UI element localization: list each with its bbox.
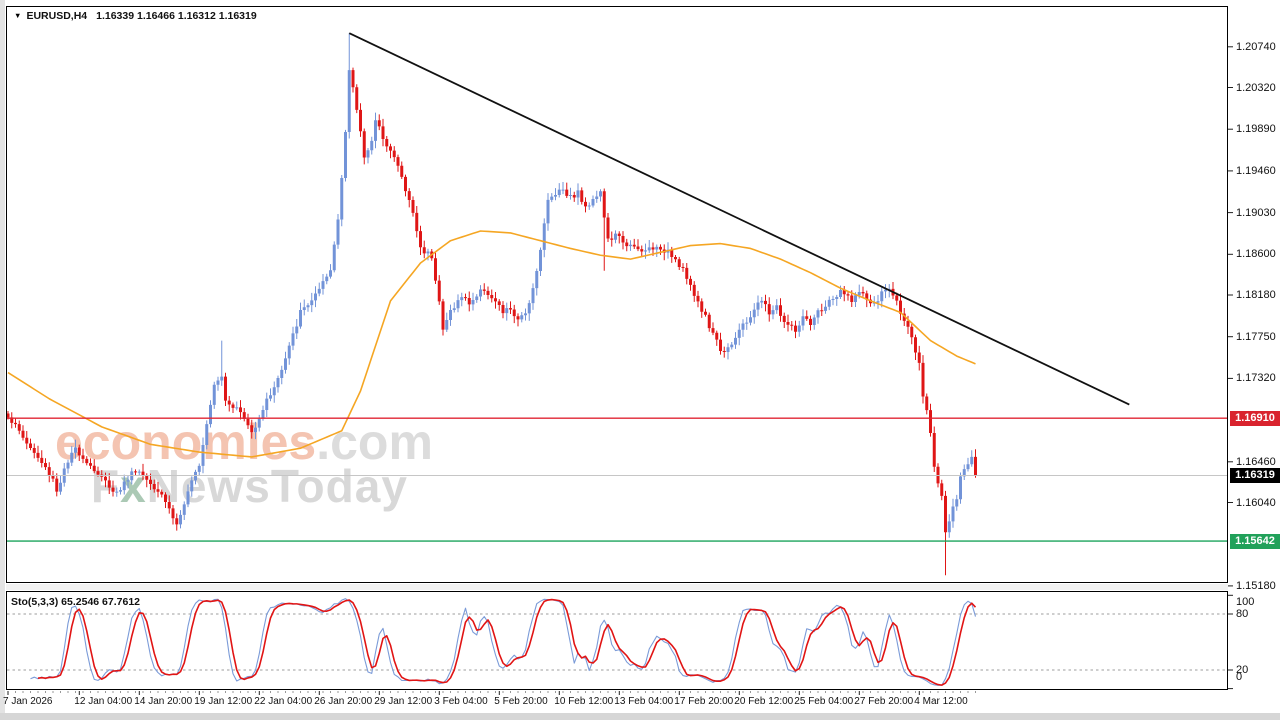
chart-symbol-timeframe: EURUSD,H4 <box>26 10 88 22</box>
time-axis-label: 27 Feb 20:00 <box>854 696 914 707</box>
price-axis-label: 1.19890 <box>1236 123 1276 136</box>
symbol-collapse-icon[interactable]: ▼ <box>14 11 22 20</box>
time-axis-label: 26 Jan 20:00 <box>314 696 373 707</box>
price-axis-label: 1.18180 <box>1236 289 1276 301</box>
time-axis-label: 13 Feb 04:00 <box>614 696 674 707</box>
current-bid-line-badge: 1.16319 <box>1230 468 1280 483</box>
price-axis-label: 1.16460 <box>1236 455 1276 468</box>
time-axis-label: 22 Jan 04:00 <box>254 696 313 707</box>
price-axis-label: 1.20740 <box>1236 40 1276 53</box>
indicator-panel[interactable]: Sto(5,3,3) 65.2546 67.7612 <box>6 591 1228 690</box>
price-axis-label: 1.17750 <box>1236 330 1276 343</box>
price-axis-label: 1.19030 <box>1236 206 1276 219</box>
price-axis-label: 1.15180 <box>1236 579 1276 592</box>
oscillator-axis-label: 0 <box>1236 671 1243 683</box>
support-line-badge: 1.15642 <box>1230 533 1280 549</box>
oscillator-axis-label: 100 <box>1236 596 1255 608</box>
time-axis-label: 10 Feb 12:00 <box>554 696 614 707</box>
indicator-label: Sto(5,3,3) 65.2546 67.7612 <box>11 596 141 608</box>
price-axis-label: 1.20320 <box>1236 81 1276 94</box>
time-axis-label: 19 Jan 12:00 <box>194 696 253 707</box>
chart-ohlc-values: 1.16339 1.16466 1.16312 1.16319 <box>96 10 257 22</box>
time-axis-label: 3 Feb 04:00 <box>434 696 488 707</box>
window-edge-bottom <box>0 713 1280 720</box>
price-axis-label: 1.16040 <box>1236 496 1276 509</box>
window-edge-left <box>0 0 5 713</box>
time-axis-label: 14 Jan 20:00 <box>134 696 193 707</box>
stochastic-canvas[interactable] <box>7 592 1227 689</box>
time-axis-label: 4 Mar 12:00 <box>914 696 968 707</box>
main-chart-panel[interactable]: economies.com FxNewsToday ▼ EURUSD,H4 1.16… <box>6 6 1228 583</box>
time-axis-label: 5 Feb 20:00 <box>494 696 548 707</box>
time-axis-label: 12 Jan 04:00 <box>74 696 133 707</box>
price-chart-canvas[interactable] <box>7 7 1227 582</box>
price-axis-label: 1.19460 <box>1236 164 1276 177</box>
resistance-line-badge: 1.16910 <box>1230 410 1280 426</box>
oscillator-axis-label: 20 <box>1236 664 1249 676</box>
oscillator-axis-label: 80 <box>1236 608 1249 620</box>
time-axis-label: 7 Jan 2026 <box>3 696 53 707</box>
panel-splitter[interactable] <box>6 584 1228 590</box>
price-axis-label: 1.17320 <box>1236 372 1276 385</box>
time-axis-label: 25 Feb 04:00 <box>794 696 854 707</box>
time-axis-label: 29 Jan 12:00 <box>374 696 433 707</box>
price-axis-label: 1.18600 <box>1236 248 1276 261</box>
time-axis-label: 20 Feb 12:00 <box>734 696 794 707</box>
time-axis-label: 17 Feb 20:00 <box>674 696 734 707</box>
chart-title: ▼ EURUSD,H4 1.16339 1.16466 1.16312 1.1631… <box>14 10 257 22</box>
